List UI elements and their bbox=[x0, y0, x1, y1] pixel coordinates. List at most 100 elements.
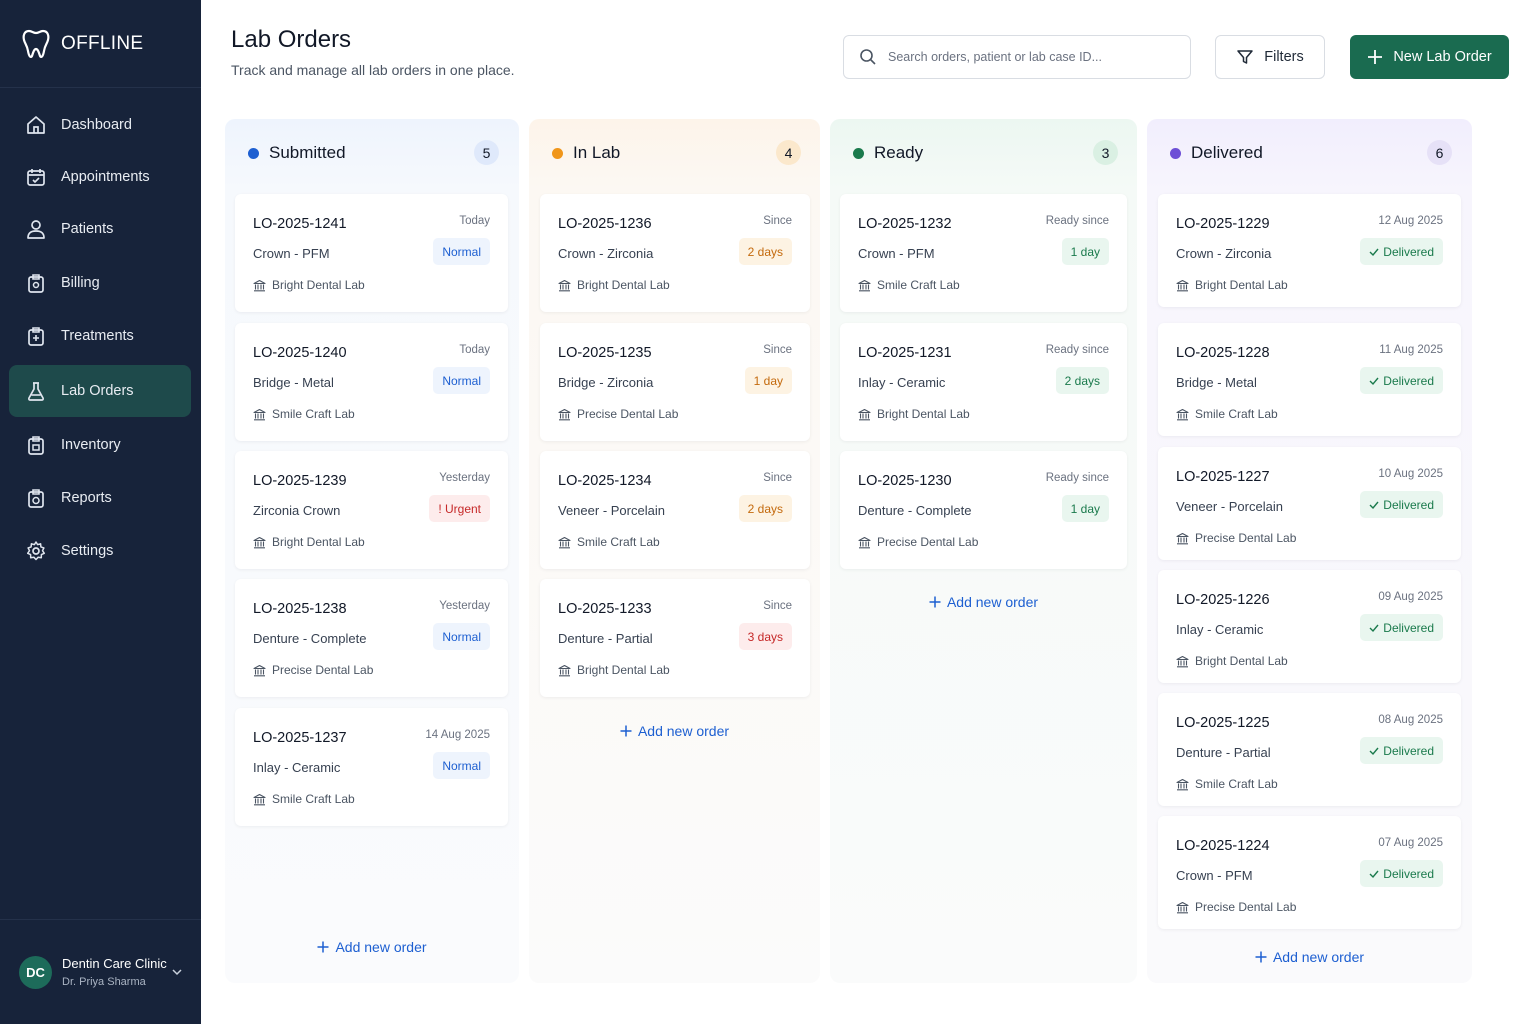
add-new-order-label: Add new order bbox=[637, 723, 730, 739]
column-header: Delivered 6 bbox=[1147, 119, 1472, 187]
status-badge: Normal bbox=[433, 367, 490, 394]
account-info: Dentin Care Clinic Dr. Priya Sharma bbox=[62, 956, 167, 988]
lab-name: Smile Craft Lab bbox=[1195, 407, 1278, 421]
sidebar-item-appointments[interactable]: Appointments bbox=[9, 151, 191, 203]
status-badge: 2 days bbox=[738, 495, 792, 522]
order-card[interactable]: LO-2025-1232 Crown - PFM Smile Craft Lab Re… bbox=[840, 194, 1127, 312]
treatments-icon bbox=[28, 327, 44, 346]
status-badge-label: Delivered bbox=[1383, 244, 1434, 259]
order-type: Bridge - Metal bbox=[1176, 375, 1257, 390]
column-title: In Lab bbox=[573, 143, 621, 162]
column-title: Ready bbox=[874, 143, 924, 162]
lab-name: Bright Dental Lab bbox=[877, 407, 970, 421]
order-card[interactable]: LO-2025-1229 Crown - Zirconia Bright Denta… bbox=[1158, 194, 1461, 307]
search-box[interactable] bbox=[843, 35, 1191, 79]
order-card[interactable]: LO-2025-1234 Veneer - Porcelain Smile Craf… bbox=[540, 451, 810, 569]
order-type: Bridge - Zirconia bbox=[558, 375, 654, 390]
order-type: Veneer - Porcelain bbox=[558, 503, 665, 518]
sidebar-nav: Dashboard Appointments Patients Billing … bbox=[0, 88, 201, 561]
add-new-order-label: Add new order bbox=[946, 594, 1039, 610]
lab-name-row: Smile Craft Lab bbox=[253, 792, 355, 806]
order-card[interactable]: LO-2025-1228 Bridge - Metal Smile Craft La… bbox=[1158, 323, 1461, 436]
column-submitted: Submitted 5 LO-2025-1241 Crown - PFM Bright … bbox=[225, 119, 519, 983]
lab-name: Bright Dental Lab bbox=[1195, 278, 1288, 292]
filters-button[interactable]: Filters bbox=[1215, 35, 1325, 79]
lab-name-row: Precise Dental Lab bbox=[858, 535, 978, 549]
status-badge-label: Delivered bbox=[1383, 866, 1434, 881]
lab-name-row: Bright Dental Lab bbox=[558, 663, 670, 677]
sidebar-item-billing[interactable]: Billing bbox=[9, 257, 191, 309]
account-switcher[interactable]: DC Dentin Care Clinic Dr. Priya Sharma bbox=[0, 919, 201, 1024]
brand-name: OFFLINE bbox=[61, 32, 144, 54]
lab-name: Bright Dental Lab bbox=[1195, 654, 1288, 668]
order-card[interactable]: LO-2025-1236 Crown - Zirconia Bright Denta… bbox=[540, 194, 810, 312]
order-card[interactable]: LO-2025-1231 Inlay - Ceramic Bright Dental… bbox=[840, 323, 1127, 441]
order-card[interactable]: LO-2025-1241 Crown - PFM Bright Dental Lab… bbox=[235, 194, 508, 312]
lab-building-icon bbox=[253, 536, 266, 548]
plus-icon bbox=[620, 725, 632, 737]
sidebar-item-inventory[interactable]: Inventory bbox=[9, 419, 191, 471]
status-badge-label: 2 days bbox=[747, 501, 783, 516]
sidebar-item-reports[interactable]: Reports bbox=[9, 472, 191, 524]
chevron-down-icon[interactable] bbox=[171, 966, 183, 978]
lab-name-row: Precise Dental Lab bbox=[558, 407, 678, 421]
sidebar-item-label: Dashboard bbox=[61, 117, 132, 133]
order-card[interactable]: LO-2025-1238 Denture - Complete Precise De… bbox=[235, 579, 508, 697]
add-new-order-button[interactable]: Add new order bbox=[225, 939, 519, 955]
status-badge-label: Delivered bbox=[1383, 497, 1434, 512]
order-card[interactable]: LO-2025-1233 Denture - Partial Bright Dent… bbox=[540, 579, 810, 697]
lab-name-row: Smile Craft Lab bbox=[858, 278, 960, 292]
order-date-meta: Today bbox=[459, 215, 490, 227]
sidebar-item-patients[interactable]: Patients bbox=[9, 203, 191, 255]
order-card[interactable]: LO-2025-1240 Bridge - Metal Smile Craft La… bbox=[235, 323, 508, 441]
order-type: Veneer - Porcelain bbox=[1176, 499, 1283, 514]
new-lab-order-label: New Lab Order bbox=[1393, 49, 1492, 65]
sidebar-item-label: Lab Orders bbox=[61, 383, 134, 399]
lab-building-icon bbox=[1176, 778, 1189, 790]
add-new-order-button[interactable]: Add new order bbox=[1147, 949, 1472, 965]
lab-name: Precise Dental Lab bbox=[1195, 531, 1297, 545]
status-badge-label: Normal bbox=[442, 373, 481, 388]
add-new-order-button[interactable]: Add new order bbox=[529, 723, 820, 739]
lab-building-icon bbox=[253, 793, 266, 805]
order-card[interactable]: LO-2025-1224 Crown - PFM Precise Dental La… bbox=[1158, 816, 1461, 929]
status-badge: Normal bbox=[433, 752, 490, 779]
order-card[interactable]: LO-2025-1227 Veneer - Porcelain Precise De… bbox=[1158, 447, 1461, 560]
lab-building-icon bbox=[253, 408, 266, 420]
add-new-order-label: Add new order bbox=[1272, 949, 1365, 965]
order-card[interactable]: LO-2025-1230 Denture - Complete Precise De… bbox=[840, 451, 1127, 569]
search-input[interactable] bbox=[888, 50, 1168, 64]
order-date-meta: Yesterday bbox=[439, 600, 490, 612]
flask-icon bbox=[27, 382, 45, 401]
order-id: LO-2025-1229 bbox=[1176, 216, 1270, 232]
reports-icon bbox=[28, 489, 44, 508]
order-id: LO-2025-1239 bbox=[253, 473, 347, 489]
tooth-logo-icon bbox=[22, 29, 50, 58]
order-card[interactable]: LO-2025-1235 Bridge - Zirconia Precise Den… bbox=[540, 323, 810, 441]
user-icon bbox=[27, 220, 45, 239]
add-new-order-button[interactable]: Add new order bbox=[830, 594, 1137, 610]
plus-icon bbox=[1255, 951, 1267, 963]
order-card[interactable]: LO-2025-1225 Denture - Partial Smile Craft… bbox=[1158, 693, 1461, 806]
status-badge: Normal bbox=[433, 623, 490, 650]
lab-name: Bright Dental Lab bbox=[272, 278, 365, 292]
brand[interactable]: OFFLINE bbox=[0, 0, 201, 88]
sidebar-item-lab-orders[interactable]: Lab Orders bbox=[9, 365, 191, 417]
order-date-meta: Yesterday bbox=[439, 472, 490, 484]
column-ready: Ready 3 LO-2025-1232 Crown - PFM Smile Craft… bbox=[830, 119, 1137, 983]
sidebar-item-dashboard[interactable]: Dashboard bbox=[9, 99, 191, 151]
sidebar-item-settings[interactable]: Settings bbox=[9, 525, 191, 577]
column-count-badge: 4 bbox=[776, 140, 801, 165]
new-lab-order-button[interactable]: New Lab Order bbox=[1350, 35, 1509, 79]
order-date-meta: Ready since bbox=[1045, 215, 1109, 227]
order-card[interactable]: LO-2025-1237 Inlay - Ceramic Smile Craft L… bbox=[235, 708, 508, 826]
lab-name-row: Precise Dental Lab bbox=[1176, 900, 1296, 914]
sidebar-item-label: Reports bbox=[61, 490, 112, 506]
lab-name-row: Precise Dental Lab bbox=[253, 663, 373, 677]
column-count-badge: 6 bbox=[1427, 140, 1452, 165]
order-card[interactable]: LO-2025-1226 Inlay - Ceramic Bright Dental… bbox=[1158, 570, 1461, 683]
status-badge-label: 1 day bbox=[1070, 501, 1100, 516]
order-date-meta: 11 Aug 2025 bbox=[1379, 344, 1443, 356]
sidebar-item-treatments[interactable]: Treatments bbox=[9, 310, 191, 362]
order-card[interactable]: LO-2025-1239 Zirconia Crown Bright Dental … bbox=[235, 451, 508, 569]
